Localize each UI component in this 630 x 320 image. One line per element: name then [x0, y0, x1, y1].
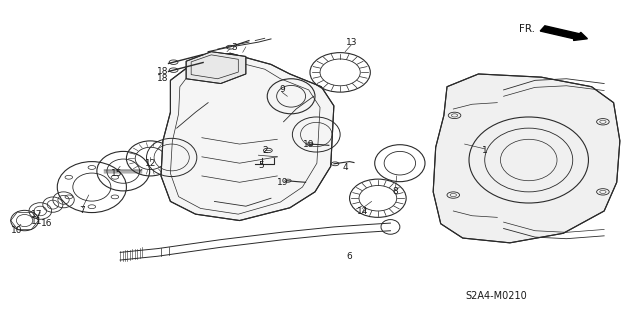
Text: 8: 8 [392, 187, 398, 196]
Text: 18: 18 [157, 67, 169, 76]
Polygon shape [161, 53, 334, 220]
Text: 7: 7 [79, 206, 85, 215]
Text: 11: 11 [31, 217, 42, 226]
FancyArrow shape [540, 26, 587, 40]
Text: 14: 14 [357, 207, 368, 216]
Text: 4: 4 [342, 163, 348, 172]
Text: 16: 16 [41, 219, 52, 228]
Polygon shape [433, 74, 620, 243]
Text: 6: 6 [346, 252, 352, 261]
Text: 13: 13 [346, 38, 357, 47]
Text: 10: 10 [11, 226, 22, 235]
Text: 19: 19 [277, 178, 288, 187]
Text: 2: 2 [262, 146, 268, 155]
Text: S2A4-M0210: S2A4-M0210 [465, 292, 527, 301]
Text: 19: 19 [303, 140, 314, 149]
Text: 3: 3 [232, 43, 238, 52]
Text: 15: 15 [112, 169, 123, 178]
Text: 12: 12 [145, 159, 156, 168]
Text: 18: 18 [157, 74, 169, 83]
Text: 9: 9 [280, 85, 285, 94]
Text: 17: 17 [32, 210, 43, 219]
Text: 1: 1 [482, 146, 488, 155]
Polygon shape [186, 52, 246, 84]
Text: 5: 5 [259, 161, 265, 170]
Text: FR.: FR. [520, 24, 536, 34]
